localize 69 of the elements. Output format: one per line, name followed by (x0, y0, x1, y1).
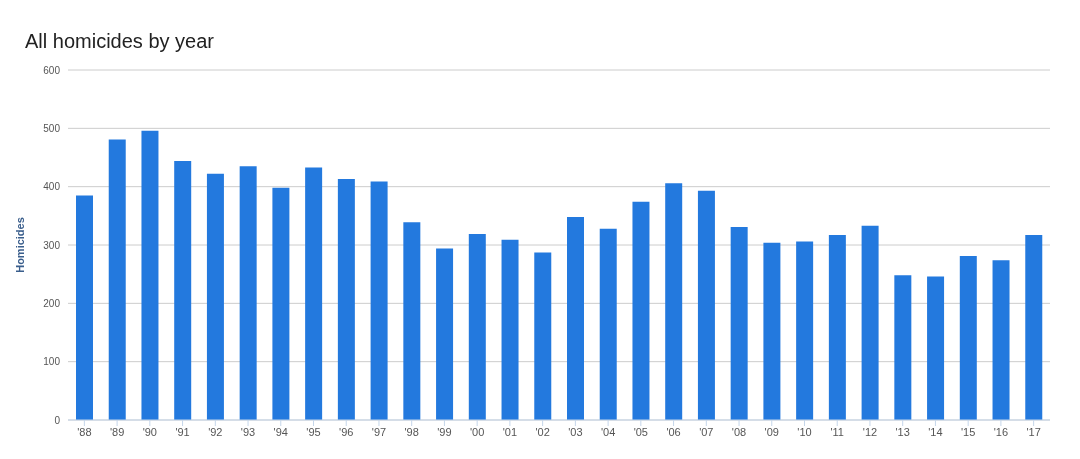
bar (108, 139, 126, 420)
x-tick-label: '01 (502, 425, 518, 438)
bar (239, 166, 257, 420)
bar (730, 226, 748, 420)
bar (927, 276, 945, 420)
x-tick-label: '09 (764, 425, 779, 438)
x-tick-label: '08 (731, 425, 747, 438)
bar (370, 181, 388, 420)
x-tick-label: '10 (797, 425, 812, 438)
x-tick-label: '04 (600, 425, 616, 438)
bar (632, 201, 650, 420)
bar (272, 187, 290, 420)
x-tick-label: '94 (273, 425, 288, 438)
x-tick-label: '16 (993, 425, 1009, 438)
y-axis-title: Homicides (13, 217, 26, 273)
x-tick-label: '90 (142, 425, 158, 438)
bar (1025, 235, 1043, 420)
x-tick-label: '92 (208, 425, 223, 438)
bar (796, 241, 814, 420)
y-tick-label: 300 (43, 239, 61, 251)
x-tick-label: '98 (404, 425, 419, 438)
y-tick-label: 200 (43, 297, 61, 309)
x-tick-label: '99 (437, 425, 452, 438)
bar (337, 179, 355, 420)
x-tick-label: '12 (862, 425, 878, 438)
x-tick-label: '03 (568, 425, 583, 438)
y-tick-label: 0 (54, 414, 61, 426)
bar (305, 167, 323, 420)
x-tick-label: '91 (175, 425, 190, 438)
x-tick-label: '97 (371, 425, 387, 438)
bar (599, 228, 617, 420)
bar (76, 195, 93, 420)
y-tick-label: 600 (43, 64, 61, 76)
bar (436, 248, 454, 420)
y-tick-label: 100 (43, 356, 61, 368)
chart-title: All homicides by year (24, 29, 215, 54)
x-tick-label: '15 (960, 425, 976, 438)
x-tick-label: '96 (339, 425, 354, 438)
bar (468, 233, 486, 420)
bar (861, 225, 879, 420)
x-tick-label: '11 (830, 425, 844, 438)
x-tick-label: '00 (469, 425, 485, 438)
bar (828, 235, 846, 420)
bar (697, 190, 715, 420)
bar (763, 242, 781, 420)
x-tick-label: '02 (535, 425, 550, 438)
bar (992, 260, 1010, 420)
bar (567, 217, 584, 420)
x-tick-label: '88 (77, 425, 92, 438)
bar (141, 130, 159, 420)
bar (403, 222, 421, 420)
x-tick-label: '13 (895, 425, 910, 438)
x-tick-label: '95 (306, 425, 321, 438)
bar (959, 256, 977, 420)
bar (501, 239, 519, 420)
x-tick-label: '17 (1026, 425, 1041, 438)
x-tick-label: '89 (109, 425, 125, 438)
y-tick-label: 400 (43, 181, 61, 193)
bar (206, 173, 224, 420)
x-tick-label: '06 (666, 425, 681, 438)
x-tick-label: '05 (633, 425, 649, 438)
bar (534, 252, 552, 420)
x-tick-label: '07 (699, 425, 714, 438)
x-tick-label: '93 (240, 425, 256, 438)
x-tick-label: '14 (928, 425, 943, 438)
y-tick-label: 500 (43, 122, 61, 134)
bar (174, 161, 192, 420)
bar (894, 275, 912, 420)
bar (665, 183, 683, 420)
